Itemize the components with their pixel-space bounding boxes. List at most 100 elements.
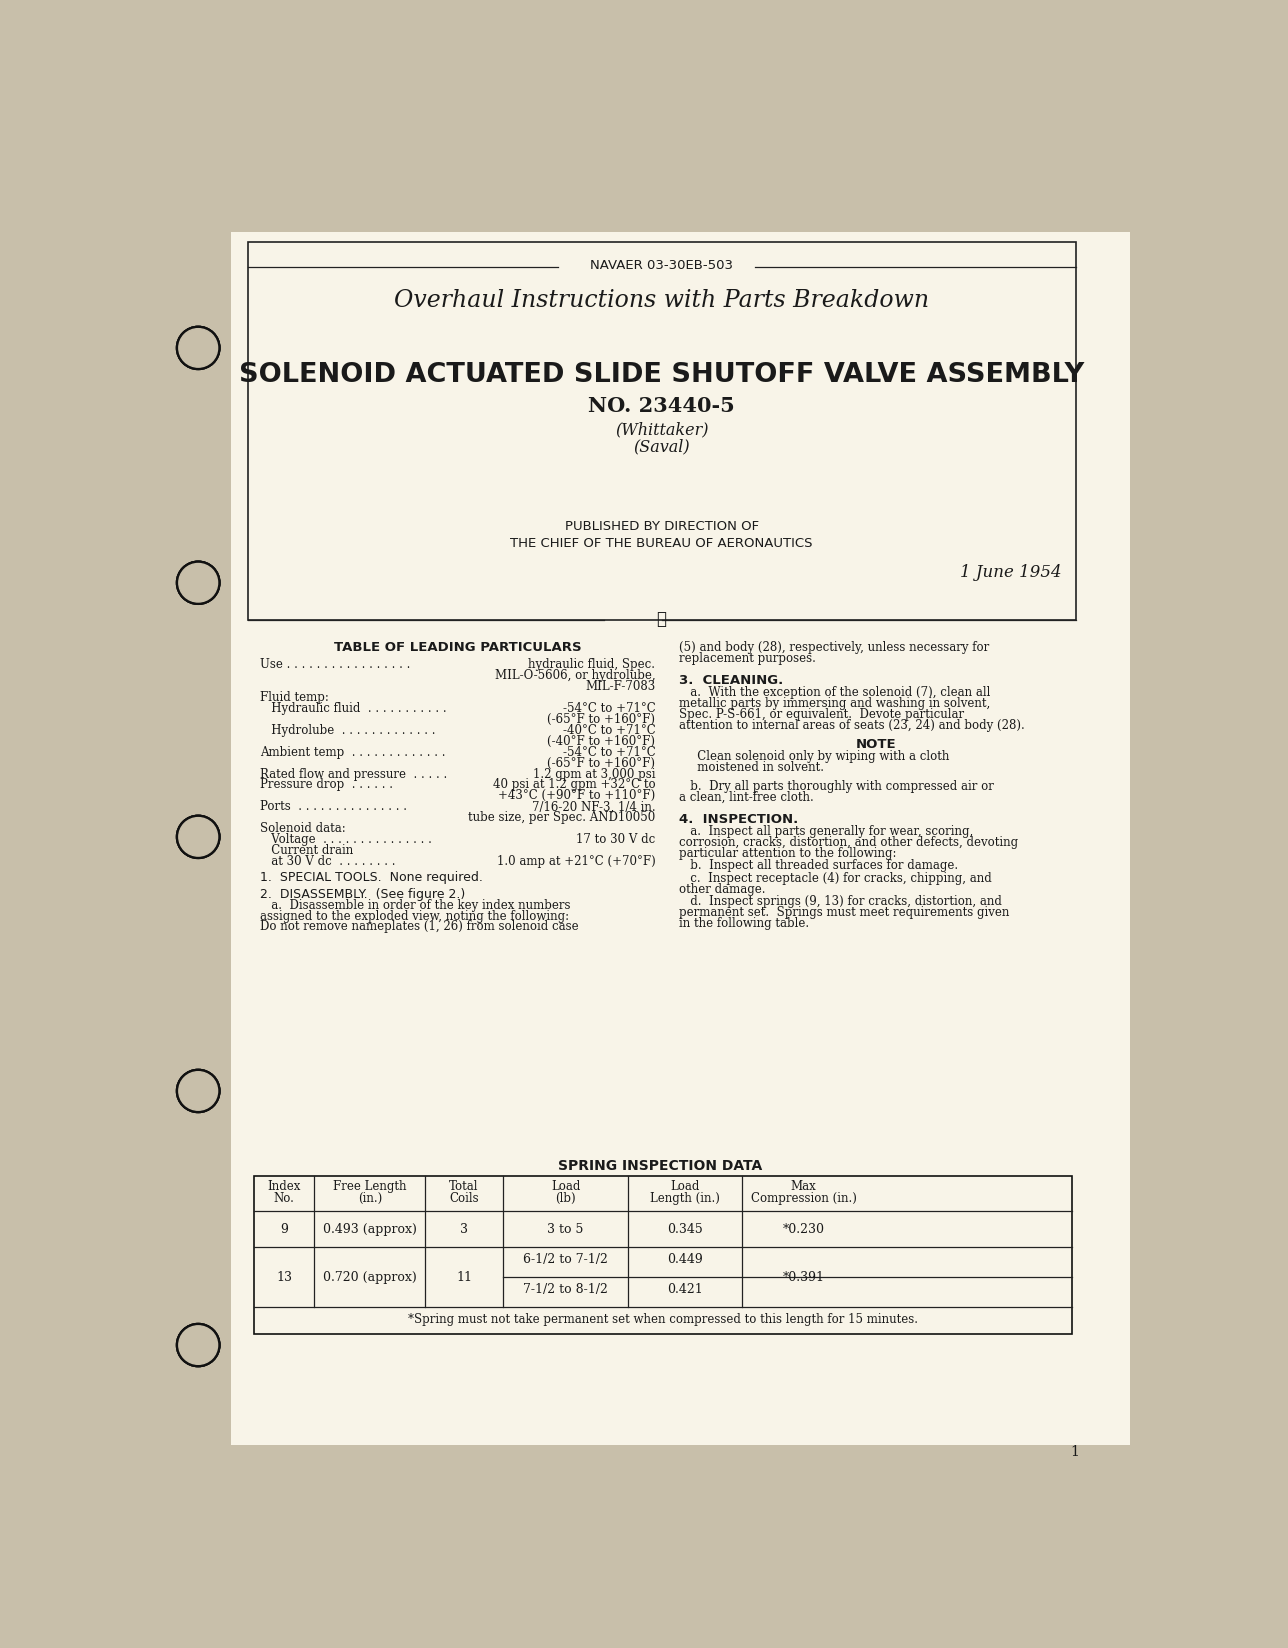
Text: Load: Load [671,1180,699,1193]
Text: (-65°F to +160°F): (-65°F to +160°F) [547,714,656,725]
Text: 3 to 5: 3 to 5 [547,1223,583,1236]
Text: replacement purposes.: replacement purposes. [679,653,815,666]
Text: a clean, lint-free cloth.: a clean, lint-free cloth. [679,791,814,804]
Circle shape [176,816,220,859]
Text: 4.  INSPECTION.: 4. INSPECTION. [679,812,799,826]
Text: 40 psi at 1.2 gpm +32°C to: 40 psi at 1.2 gpm +32°C to [493,778,656,791]
Text: corrosion, cracks, distortion, and other defects, devoting: corrosion, cracks, distortion, and other… [679,836,1018,849]
Text: 11: 11 [456,1271,471,1284]
Text: Spec. P-S-661, or equivalent.  Devote particular: Spec. P-S-661, or equivalent. Devote par… [679,709,963,722]
Text: Overhaul Instructions with Parts Breakdown: Overhaul Instructions with Parts Breakdo… [394,288,929,311]
Text: at 30 V dc  . . . . . . . .: at 30 V dc . . . . . . . . [260,855,399,868]
Text: (-65°F to +160°F): (-65°F to +160°F) [547,756,656,770]
Text: 0.720 (approx): 0.720 (approx) [323,1271,417,1284]
Text: (-40°F to +160°F): (-40°F to +160°F) [547,735,656,748]
Text: Current drain: Current drain [260,844,353,857]
Text: other damage.: other damage. [679,883,765,897]
Text: c.  Inspect receptacle (4) for cracks, chipping, and: c. Inspect receptacle (4) for cracks, ch… [679,872,992,885]
Text: moistened in solvent.: moistened in solvent. [687,761,824,775]
Text: Hydrolube  . . . . . . . . . . . . .: Hydrolube . . . . . . . . . . . . . [260,723,439,737]
Text: 1.0 amp at +21°C (+70°F): 1.0 amp at +21°C (+70°F) [497,855,656,868]
Text: (5) and body (28), respectively, unless necessary for: (5) and body (28), respectively, unless … [679,641,989,654]
Text: tube size, per Spec. AND10050: tube size, per Spec. AND10050 [469,811,656,824]
Text: SOLENOID ACTUATED SLIDE SHUTOFF VALVE ASSEMBLY: SOLENOID ACTUATED SLIDE SHUTOFF VALVE AS… [240,363,1084,387]
Circle shape [179,328,218,368]
Circle shape [176,1070,220,1112]
Text: (lb): (lb) [555,1192,576,1205]
Text: Fluid temp:: Fluid temp: [260,691,328,704]
Text: Compression (in.): Compression (in.) [751,1192,857,1205]
Text: Voltage  . . . . . . . . . . . . . . .: Voltage . . . . . . . . . . . . . . . [260,834,435,845]
Circle shape [179,1325,218,1365]
Text: 7-1/2 to 8-1/2: 7-1/2 to 8-1/2 [523,1282,608,1295]
Circle shape [176,326,220,369]
Circle shape [176,562,220,605]
Text: *Spring must not take permanent set when compressed to this length for 15 minute: *Spring must not take permanent set when… [408,1313,918,1325]
Circle shape [176,326,220,369]
Text: assigned to the exploded view, noting the following:: assigned to the exploded view, noting th… [260,910,569,923]
Text: d.  Inspect springs (9, 13) for cracks, distortion, and: d. Inspect springs (9, 13) for cracks, d… [679,895,1002,908]
Text: NO. 23440-5: NO. 23440-5 [589,397,735,417]
Circle shape [176,1323,220,1366]
Text: Length (in.): Length (in.) [650,1192,720,1205]
Text: b.  Inspect all threaded surfaces for damage.: b. Inspect all threaded surfaces for dam… [679,859,958,872]
Text: Do not remove nameplates (1, 26) from solenoid case: Do not remove nameplates (1, 26) from so… [260,921,578,933]
Text: -54°C to +71°C: -54°C to +71°C [563,702,656,715]
Text: 1 June 1954: 1 June 1954 [960,564,1061,582]
Text: Ports  . . . . . . . . . . . . . . .: Ports . . . . . . . . . . . . . . . [260,801,411,814]
Text: Solenoid data:: Solenoid data: [260,822,346,836]
Text: particular attention to the following:: particular attention to the following: [679,847,896,860]
Text: NAVAER 03-30EB-503: NAVAER 03-30EB-503 [590,259,733,272]
Text: 7/16-20 NF-3, 1/4 in.: 7/16-20 NF-3, 1/4 in. [532,801,656,814]
Text: (Saval): (Saval) [634,438,690,456]
Text: MIL-O-5606, or hydrolube,: MIL-O-5606, or hydrolube, [495,669,656,682]
Circle shape [176,326,220,369]
Circle shape [176,816,220,859]
Text: THE CHIEF OF THE BUREAU OF AERONAUTICS: THE CHIEF OF THE BUREAU OF AERONAUTICS [510,537,813,549]
Text: in the following table.: in the following table. [679,916,809,929]
Text: SPRING INSPECTION DATA: SPRING INSPECTION DATA [558,1159,762,1173]
Text: 3.  CLEANING.: 3. CLEANING. [679,674,783,687]
Text: a.  Inspect all parts generally for wear, scoring,: a. Inspect all parts generally for wear,… [679,826,972,837]
Text: Index: Index [268,1180,301,1193]
Text: 6-1/2 to 7-1/2: 6-1/2 to 7-1/2 [523,1252,608,1266]
Circle shape [176,816,220,859]
Text: ★: ★ [657,611,667,628]
Text: 1: 1 [1070,1445,1079,1458]
Text: a.  Disassemble in order of the key index numbers: a. Disassemble in order of the key index… [260,898,571,911]
Circle shape [176,1070,220,1112]
Text: (Whittaker): (Whittaker) [614,420,708,438]
Text: -40°C to +71°C: -40°C to +71°C [563,723,656,737]
Text: Coils: Coils [450,1192,479,1205]
Circle shape [179,564,218,602]
Text: *0.391: *0.391 [783,1271,824,1284]
Text: permanent set.  Springs must meet requirements given: permanent set. Springs must meet require… [679,906,1009,920]
Text: *0.230: *0.230 [783,1223,824,1236]
Text: Ambient temp  . . . . . . . . . . . . .: Ambient temp . . . . . . . . . . . . . [260,745,450,758]
Text: 9: 9 [281,1223,289,1236]
Text: hydraulic fluid, Spec.: hydraulic fluid, Spec. [528,658,656,671]
Text: (in.): (in.) [358,1192,383,1205]
Text: 0.345: 0.345 [667,1223,703,1236]
Text: -54°C to +71°C: -54°C to +71°C [563,745,656,758]
Text: Rated flow and pressure  . . . . .: Rated flow and pressure . . . . . [260,768,451,781]
Text: a.  With the exception of the solenoid (7), clean all: a. With the exception of the solenoid (7… [679,687,990,699]
Text: Load: Load [551,1180,580,1193]
Circle shape [179,1071,218,1111]
Text: 1.2 gpm at 3,000 psi: 1.2 gpm at 3,000 psi [533,768,656,781]
Text: Free Length: Free Length [334,1180,407,1193]
Text: 1.  SPECIAL TOOLS.  None required.: 1. SPECIAL TOOLS. None required. [260,870,483,883]
Text: 0.421: 0.421 [667,1282,703,1295]
Text: TABLE OF LEADING PARTICULARS: TABLE OF LEADING PARTICULARS [334,641,582,654]
Circle shape [176,562,220,605]
Text: Total: Total [450,1180,479,1193]
Circle shape [176,1323,220,1366]
Text: +43°C (+90°F to +110°F): +43°C (+90°F to +110°F) [498,789,656,803]
Text: NOTE: NOTE [857,738,896,751]
Text: attention to internal areas of seats (23, 24) and body (28).: attention to internal areas of seats (23… [679,719,1024,732]
Text: b.  Dry all parts thoroughly with compressed air or: b. Dry all parts thoroughly with compres… [679,780,993,793]
Text: 2.  DISASSEMBLY.  (See figure 2.): 2. DISASSEMBLY. (See figure 2.) [260,888,465,901]
Circle shape [176,1070,220,1112]
Text: Max: Max [791,1180,817,1193]
Circle shape [176,1323,220,1366]
